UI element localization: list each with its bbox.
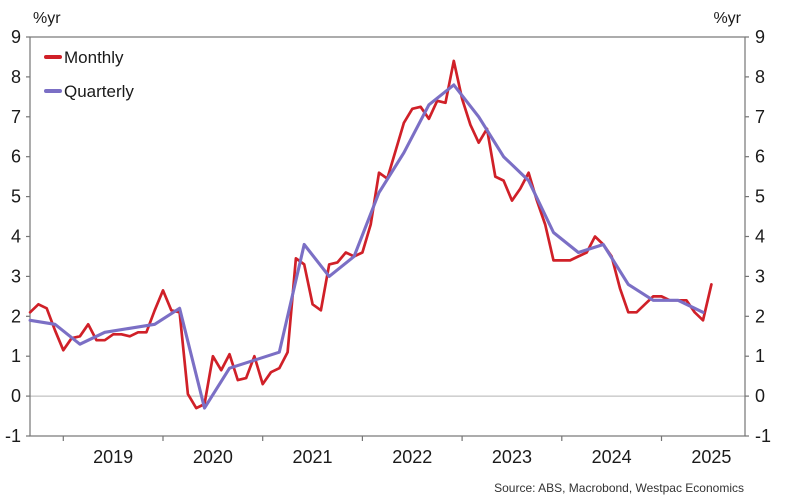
y-tick-label-left: 7 [11, 107, 21, 127]
legend: Monthly Quarterly [44, 48, 134, 101]
x-year-label: 2024 [592, 447, 632, 467]
y-tick-label-right: 7 [755, 107, 765, 127]
y-tick-label-left: 3 [11, 266, 21, 286]
y-tick-label-right: 5 [755, 187, 765, 207]
y-tick-label-left: 1 [11, 346, 21, 366]
y-tick-label-left: -1 [5, 426, 21, 446]
x-year-label: 2019 [93, 447, 133, 467]
y-tick-label-right: 1 [755, 346, 765, 366]
source-note: Source: ABS, Macrobond, Westpac Economic… [494, 481, 744, 495]
y-tick-label-left: 2 [11, 306, 21, 326]
y-tick-label-right: 3 [755, 266, 765, 286]
x-year-label: 2023 [492, 447, 532, 467]
y-tick-label-left: 9 [11, 27, 21, 47]
x-year-label: 2025 [691, 447, 731, 467]
monthly-line [28, 59, 713, 410]
plot-area: 9 9 8 8 7 7 6 6 5 5 4 4 3 3 2 2 1 1 0 0 -1 -1 2019 2020 2021 2022… [5, 27, 771, 467]
y-tick-label-right: 2 [755, 306, 765, 326]
y-tick-label-right: 6 [755, 147, 765, 167]
y-tick-label-left: 4 [11, 227, 21, 247]
y-tick-label-left: 6 [11, 147, 21, 167]
quarterly-legend-label: Quarterly [64, 82, 134, 101]
y-tick-label-right: -1 [755, 426, 771, 446]
y-tick-label-right: 8 [755, 67, 765, 87]
quarterly-line [28, 83, 705, 410]
x-year-label: 2022 [392, 447, 432, 467]
y-unit-left: %yr [33, 10, 61, 27]
y-tick-label-right: 4 [755, 227, 765, 247]
y-tick-label-right: 0 [755, 386, 765, 406]
y-tick-label-left: 0 [11, 386, 21, 406]
y-tick-label-left: 5 [11, 187, 21, 207]
x-year-label: 2020 [193, 447, 233, 467]
monthly-legend-label: Monthly [64, 48, 124, 67]
x-year-label: 2021 [293, 447, 333, 467]
y-tick-label-left: 8 [11, 67, 21, 87]
y-tick-label-right: 9 [755, 27, 765, 47]
y-unit-right: %yr [713, 10, 741, 27]
chart-frame [29, 36, 746, 437]
